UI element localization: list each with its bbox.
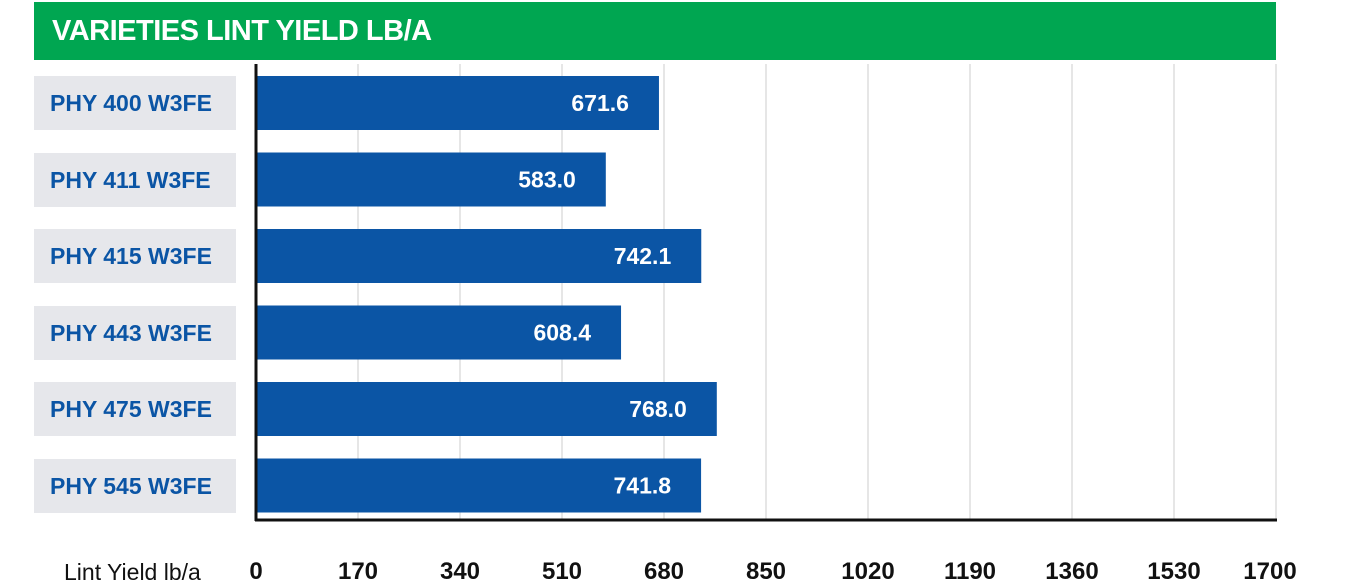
bar-value-label: 742.1	[614, 243, 672, 269]
category-label: PHY 400 W3FE	[34, 76, 236, 130]
bar	[256, 305, 622, 360]
chart-title-bar: VARIETIES LINT YIELD LB/A	[34, 2, 1276, 60]
category-label: PHY 545 W3FE	[34, 458, 236, 513]
bar-value-label: 671.6	[571, 90, 629, 116]
x-tick-label: 1360	[1045, 558, 1099, 585]
x-tick-label: 680	[643, 558, 685, 585]
x-tick-label: 340	[439, 558, 481, 585]
bar	[256, 152, 606, 207]
x-tick-label: 170	[337, 558, 379, 585]
x-tick-label: 1020	[841, 558, 895, 585]
category-label: PHY 411 W3FE	[34, 152, 236, 207]
x-tick-label: 510	[541, 558, 583, 585]
bar	[256, 76, 659, 130]
bar	[256, 458, 702, 513]
value-labels: 671.6 583.0 742.1 608.4 768.0 741.8	[518, 90, 687, 499]
x-tick-label: 850	[745, 558, 787, 585]
chart-title: VARIETIES LINT YIELD LB/A	[52, 15, 432, 47]
x-tick-label: 1190	[943, 558, 997, 585]
bar	[256, 229, 702, 283]
bars	[256, 76, 717, 513]
x-tick-label: 0	[249, 558, 263, 585]
x-axis-label: Lint Yield lb/a	[64, 559, 201, 585]
bar-value-label: 608.4	[533, 320, 591, 346]
x-tick-label: 1530	[1147, 558, 1201, 585]
grid-lines	[357, 64, 1277, 520]
bar-value-label: 768.0	[629, 396, 687, 422]
x-tick-label: 1700	[1243, 558, 1297, 585]
category-label: PHY 415 W3FE	[34, 229, 236, 283]
bar-value-label: 741.8	[614, 473, 672, 499]
bar-value-label: 583.0	[518, 167, 576, 193]
category-label: PHY 443 W3FE	[34, 305, 236, 360]
bar	[256, 382, 717, 436]
category-label: PHY 475 W3FE	[34, 382, 236, 436]
